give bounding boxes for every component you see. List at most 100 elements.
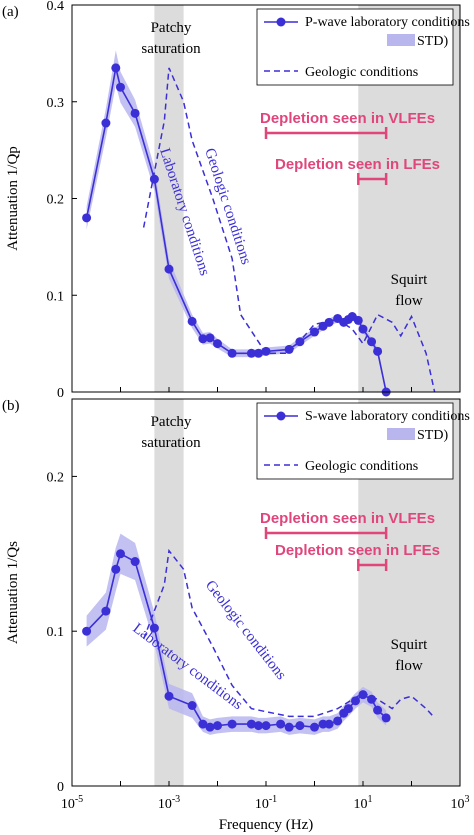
panel-a-annotations: Depletion seen in VLFEs Depletion seen in… bbox=[260, 110, 440, 185]
lab-data-point bbox=[343, 704, 353, 714]
lab-data-point bbox=[227, 348, 237, 358]
lab-data-point bbox=[295, 337, 305, 347]
y-tick-label: 0.2 bbox=[47, 193, 65, 208]
lab-data-point bbox=[373, 705, 383, 715]
lab-data-point bbox=[367, 694, 377, 704]
x-tick-label: 10-5 bbox=[61, 794, 83, 812]
lab-data-point bbox=[367, 337, 377, 347]
y-tick-label: 0.4 bbox=[47, 0, 65, 14]
depletion-label: Depletion seen in LFEs bbox=[275, 542, 440, 559]
lab-data-point bbox=[116, 82, 125, 92]
legend-std-text: STD) bbox=[417, 428, 448, 443]
lab-data-point bbox=[130, 557, 140, 567]
lab-data-point bbox=[381, 713, 391, 723]
panel-b-data-layer bbox=[82, 533, 436, 735]
lab-data-point bbox=[353, 315, 363, 325]
panel-a-legend: P-wave laboratory conditions ( STD) Geol… bbox=[256, 8, 474, 86]
geologic-conditions-line bbox=[142, 67, 436, 393]
lab-data-point bbox=[130, 108, 140, 118]
lab-data-point bbox=[149, 623, 159, 633]
legend-std-swatch bbox=[387, 428, 415, 440]
lab-data-point bbox=[295, 721, 305, 731]
lab-data-point bbox=[358, 690, 368, 700]
lab-data-point bbox=[82, 626, 92, 636]
legend-std-text: STD) bbox=[417, 34, 448, 49]
lab-data-point bbox=[198, 719, 208, 729]
lab-data-point bbox=[164, 264, 174, 274]
lab-data-point bbox=[310, 327, 319, 337]
lab-data-point bbox=[253, 721, 263, 731]
panel-b-label: (b) bbox=[2, 398, 20, 414]
x-tick-label: 103 bbox=[451, 794, 470, 812]
lab-data-point bbox=[116, 549, 125, 559]
panel-b-legend: S-wave laboratory conditions ( STD) Geol… bbox=[256, 402, 474, 480]
lab-data-point bbox=[373, 346, 383, 356]
geologic-curve-label: Geologic conditions bbox=[202, 578, 289, 684]
x-tick-label: 10-1 bbox=[255, 794, 277, 812]
panel-a-data-layer bbox=[82, 50, 436, 397]
y-tick-label: 0.2 bbox=[47, 470, 65, 485]
patchy-saturation-band bbox=[154, 399, 184, 786]
y-tick-label: 0 bbox=[57, 780, 64, 795]
lab-data-point bbox=[246, 348, 256, 358]
y-tick-label: 0.3 bbox=[47, 96, 65, 111]
lab-data-point bbox=[187, 316, 197, 326]
x-axis-label: Frequency (Hz) bbox=[219, 817, 314, 833]
panel-b: 0 0.1 0.2 10-5 10-3 10-1 101 103 (b) Attenuatio… bbox=[2, 398, 474, 812]
squirt-flow-label-line1: Squirt bbox=[391, 272, 429, 288]
panel-a-label: (a) bbox=[2, 4, 19, 20]
lab-data-point bbox=[276, 719, 286, 729]
lab-data-point bbox=[358, 324, 368, 334]
lab-data-point bbox=[261, 346, 271, 356]
squirt-flow-label-line1: Squirt bbox=[391, 637, 429, 653]
lab-data-point bbox=[324, 719, 334, 729]
lab-data-point bbox=[284, 344, 294, 354]
std-band bbox=[86, 50, 387, 392]
y-tick-label: 0 bbox=[57, 386, 64, 401]
lab-data-point bbox=[101, 118, 111, 128]
lab-data-point bbox=[213, 339, 222, 349]
legend-lab-text: S-wave laboratory conditions ( bbox=[305, 409, 474, 424]
geologic-conditions-line bbox=[142, 548, 436, 719]
lab-data-point bbox=[187, 701, 197, 711]
legend-geo-text: Geologic conditions bbox=[305, 459, 418, 474]
lab-data-point bbox=[253, 348, 263, 358]
geologic-curve-label: Geologic conditions bbox=[201, 146, 254, 266]
lab-data-point bbox=[227, 719, 237, 729]
legend-std-swatch bbox=[387, 34, 415, 46]
lab-data-point bbox=[310, 722, 319, 732]
patchy-saturation-label-line2: saturation bbox=[141, 435, 201, 451]
lab-data-point bbox=[101, 606, 111, 616]
depletion-label: Depletion seen in VLFEs bbox=[260, 510, 435, 527]
panel-a-ylabel: Attenuation 1/Qp bbox=[5, 146, 21, 251]
lab-data-point bbox=[333, 716, 343, 726]
patchy-saturation-label-line1: Patchy bbox=[151, 20, 192, 36]
legend-lab-marker bbox=[276, 411, 286, 421]
lab-data-point bbox=[261, 721, 271, 731]
lab-data-point bbox=[324, 317, 334, 327]
patchy-saturation-label-line2: saturation bbox=[141, 41, 201, 57]
lab-data-point bbox=[284, 722, 294, 732]
patchy-saturation-label-line1: Patchy bbox=[151, 414, 192, 430]
panel-a-ticks: 0 0.1 0.2 0.3 0.4 bbox=[47, 0, 461, 401]
y-tick-label: 0.1 bbox=[47, 289, 65, 304]
lab-data-point bbox=[198, 334, 208, 344]
depletion-label: Depletion seen in LFEs bbox=[275, 156, 440, 173]
panel-b-ylabel: Attenuation 1/Qs bbox=[5, 541, 21, 644]
lab-data-point bbox=[164, 691, 174, 701]
panel-a: 0 0.1 0.2 0.3 0.4 (a) Attenuation 1/Qp Patch… bbox=[2, 0, 474, 401]
lab-data-point bbox=[111, 63, 121, 73]
lab-data-point bbox=[246, 719, 256, 729]
lab-data-point bbox=[111, 564, 121, 574]
squirt-flow-label-line2: flow bbox=[395, 658, 423, 674]
panel-b-annotations: Depletion seen in VLFEs Depletion seen in… bbox=[260, 510, 440, 571]
legend-lab-text: P-wave laboratory conditions ( bbox=[305, 15, 474, 30]
legend-geo-text: Geologic conditions bbox=[305, 65, 418, 80]
lab-data-point bbox=[350, 696, 360, 706]
lab-data-point bbox=[205, 722, 215, 732]
lab-data-point bbox=[149, 174, 159, 184]
lab-data-point bbox=[82, 213, 92, 223]
lab-data-point bbox=[213, 721, 222, 731]
lab-data-point bbox=[205, 333, 215, 343]
